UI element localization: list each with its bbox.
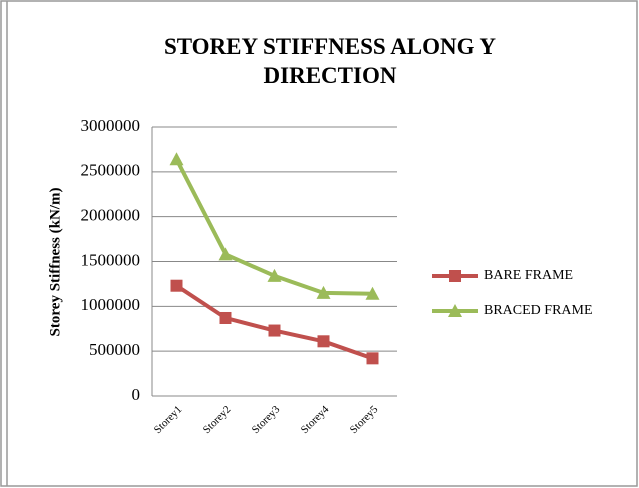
data-point — [366, 352, 379, 365]
y-axis-label: Storey Stiffness (kN/m) — [47, 188, 63, 337]
chart-title: STOREY STIFFNESS ALONG Y DIRECTION — [163, 34, 497, 88]
legend-label: BARE FRAME — [484, 268, 573, 283]
data-point — [365, 286, 380, 300]
x-tick-label: Storey5 — [348, 403, 381, 436]
legend-marker — [448, 304, 462, 317]
y-tick-label: 2000000 — [81, 206, 141, 225]
data-point — [170, 279, 183, 292]
y-tick-label: 0 — [132, 385, 141, 404]
x-tick-label: Storey4 — [299, 403, 332, 436]
x-tick-label: Storey2 — [201, 403, 234, 436]
legend-label: BRACED FRAME — [484, 303, 593, 318]
data-point — [169, 152, 184, 166]
y-tick-label: 2500000 — [81, 161, 141, 180]
x-tick-label: Storey3 — [250, 403, 283, 436]
data-point — [219, 311, 232, 324]
data-point — [316, 285, 331, 299]
series-line — [175, 284, 374, 361]
data-point — [218, 247, 233, 261]
legend-marker — [449, 270, 461, 282]
y-tick-label: 1000000 — [81, 295, 141, 314]
data-point — [268, 324, 281, 337]
data-point — [317, 335, 330, 348]
y-tick-label: 3000000 — [81, 116, 141, 135]
y-tick-label: 500000 — [89, 340, 140, 359]
x-tick-label: Storey1 — [152, 403, 185, 436]
y-tick-label: 1500000 — [81, 250, 141, 269]
data-point — [267, 268, 282, 282]
